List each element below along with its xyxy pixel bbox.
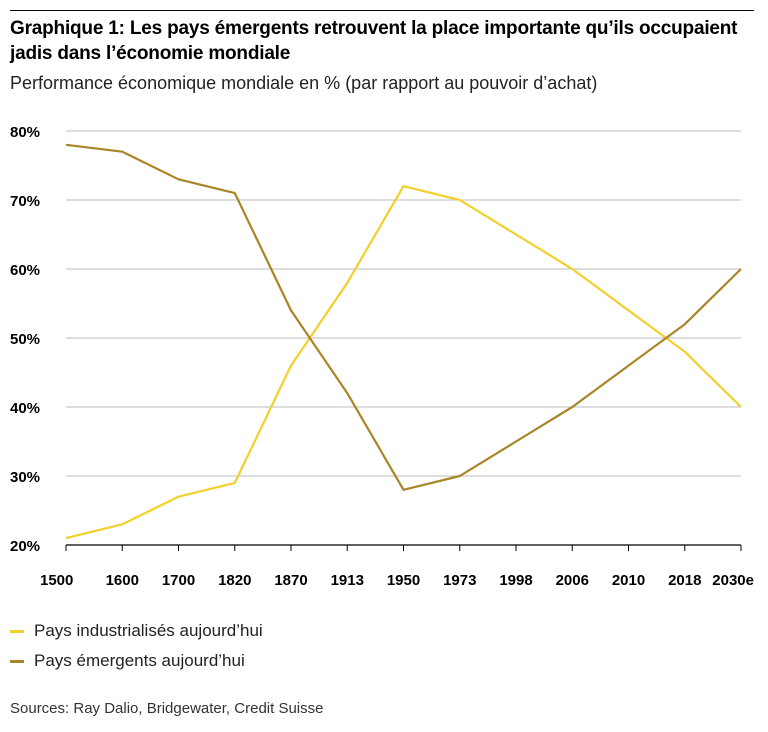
x-tick-label: 1600 xyxy=(106,572,139,589)
x-tick-label: 1870 xyxy=(274,572,307,589)
chart-title: Graphique 1: Les pays émergents retrouve… xyxy=(10,18,738,64)
legend-item-emerging: Pays émergents aujourd’hui xyxy=(10,646,263,676)
series-line-industrialized xyxy=(65,185,742,540)
y-tick-label: 30% xyxy=(10,469,40,486)
series-line-emerging xyxy=(65,143,742,491)
x-tick-label: 1820 xyxy=(218,572,251,589)
legend-item-industrialized: Pays industrialisés aujourd’hui xyxy=(10,616,263,646)
y-tick-label: 70% xyxy=(10,193,40,210)
x-tick-label: 2018 xyxy=(668,572,701,589)
x-tick-label: 1973 xyxy=(443,572,476,589)
y-tick-label: 40% xyxy=(10,400,40,417)
line-chart: 80% 70% 60% 50% 40% 30% 20%1500 1600 1700 1820 187… xyxy=(10,124,754,589)
top-rule xyxy=(10,10,754,11)
x-tick-label: 1998 xyxy=(499,572,532,589)
legend-label-industrialized: Pays industrialisés aujourd’hui xyxy=(34,621,263,640)
x-tick-label: 1700 xyxy=(162,572,195,589)
x-tick-label: 1913 xyxy=(331,572,364,589)
chart-subtitle: Performance économique mondiale en % (pa… xyxy=(10,73,598,93)
y-tick-label: 20% xyxy=(10,538,40,555)
source-note: Sources: Ray Dalio, Bridgewater, Credit … xyxy=(10,700,324,717)
y-tick-label: 50% xyxy=(10,331,40,348)
y-tick-label: 80% xyxy=(10,124,40,141)
y-tick-label: 60% xyxy=(10,262,40,279)
x-tick-label: 2006 xyxy=(556,572,589,589)
x-tick-label: 1500 xyxy=(40,572,73,589)
legend: Pays industrialisés aujourd’hui Pays éme… xyxy=(10,616,263,676)
legend-label-emerging: Pays émergents aujourd’hui xyxy=(34,651,245,670)
x-tick-label: 2030e xyxy=(712,572,754,589)
legend-swatch-emerging xyxy=(10,659,24,663)
x-tick-label: 1950 xyxy=(387,572,420,589)
x-tick-label: 2010 xyxy=(612,572,645,589)
legend-swatch-industrialized xyxy=(10,629,24,633)
